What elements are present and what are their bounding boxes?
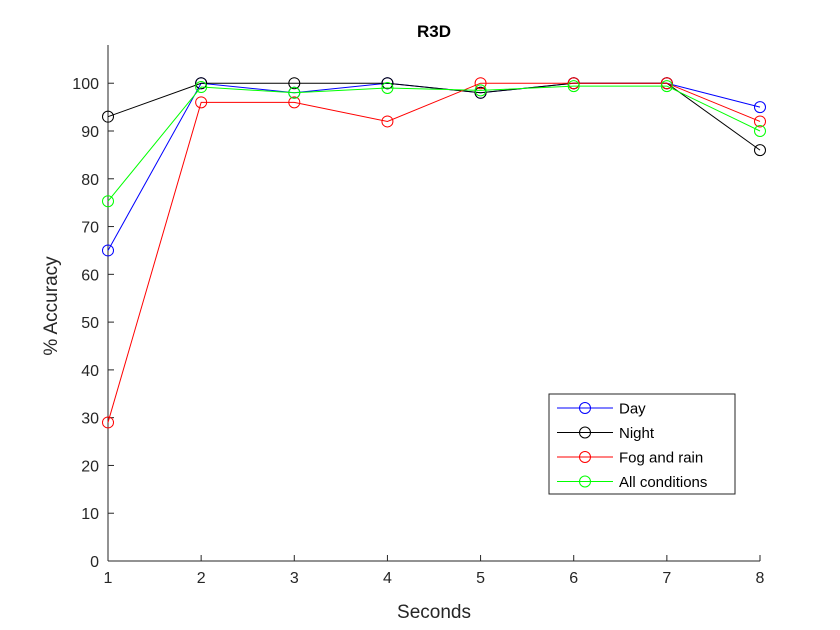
legend-marker <box>579 451 591 463</box>
y-tick-label: 40 <box>81 363 99 380</box>
series-line-fog-and-rain <box>107 82 761 423</box>
series-layer <box>102 77 766 429</box>
data-point-fog-and-rain <box>474 77 487 90</box>
y-tick-label: 0 <box>90 554 99 571</box>
data-point-day <box>102 244 114 257</box>
x-tick-label: 7 <box>662 570 671 587</box>
legend-item-night: Night <box>557 425 655 442</box>
legend-label: Fog and rain <box>619 450 703 467</box>
series-line-all-conditions <box>107 85 761 202</box>
y-tick-label: 50 <box>81 315 99 332</box>
y-tick-label: 70 <box>81 220 99 237</box>
data-point-night <box>381 77 394 90</box>
x-tick-label: 6 <box>569 570 578 587</box>
series-all-conditions <box>102 80 766 208</box>
x-tick-label: 8 <box>756 570 765 587</box>
data-point-fog-and-rain <box>102 416 114 429</box>
legend-marker <box>579 475 591 488</box>
x-tick-label: 3 <box>290 570 299 587</box>
data-point-fog-and-rain <box>567 77 580 90</box>
x-tick-label: 2 <box>197 570 206 587</box>
data-point-all-conditions <box>567 80 580 93</box>
series-day <box>102 77 766 257</box>
y-tick-label: 80 <box>81 172 99 189</box>
data-point-night <box>288 77 301 90</box>
y-tick-label: 10 <box>81 506 99 523</box>
data-point-night <box>195 77 208 90</box>
x-tick-label: 4 <box>383 570 392 587</box>
y-axis-label: % Accuracy <box>41 256 62 356</box>
data-point-all-conditions <box>474 84 487 97</box>
chart-title: R3D <box>417 22 451 41</box>
x-axis-label: Seconds <box>397 602 471 623</box>
x-tick-label: 5 <box>476 570 485 587</box>
series-line-night <box>107 82 761 151</box>
legend-label: All conditions <box>619 474 707 491</box>
data-point-fog-and-rain <box>381 115 394 128</box>
series-line-day <box>107 82 761 251</box>
legend-item-all-conditions: All conditions <box>557 474 707 491</box>
y-tick-label: 60 <box>81 267 99 284</box>
data-point-fog-and-rain <box>195 96 208 109</box>
data-point-all-conditions <box>195 81 208 94</box>
legend-marker <box>579 402 591 414</box>
y-tick-label: 20 <box>81 458 99 475</box>
data-point-all-conditions <box>288 86 301 99</box>
data-point-night <box>754 144 766 157</box>
x-tick-label: 1 <box>104 570 113 587</box>
data-point-fog-and-rain <box>288 96 301 109</box>
data-point-night <box>102 110 114 123</box>
y-tick-label: 30 <box>81 411 99 428</box>
data-point-fog-and-rain <box>660 77 673 90</box>
legend-item-fog-and-rain: Fog and rain <box>557 450 703 467</box>
legend-item-day: Day <box>557 401 646 418</box>
y-tick-label: 90 <box>81 124 99 141</box>
data-point-all-conditions <box>754 125 766 137</box>
data-point-all-conditions <box>381 82 394 94</box>
legend-label: Day <box>619 401 646 418</box>
data-point-day <box>754 101 766 114</box>
legend-label: Night <box>619 425 655 442</box>
legend-marker <box>579 426 591 439</box>
data-point-fog-and-rain <box>754 115 766 128</box>
data-point-all-conditions <box>102 195 114 208</box>
series-fog-and-rain <box>102 77 766 429</box>
y-tick-label: 100 <box>72 76 99 93</box>
legend: Day Night Fog and rain All conditions <box>548 393 736 495</box>
data-point-all-conditions <box>660 80 673 93</box>
